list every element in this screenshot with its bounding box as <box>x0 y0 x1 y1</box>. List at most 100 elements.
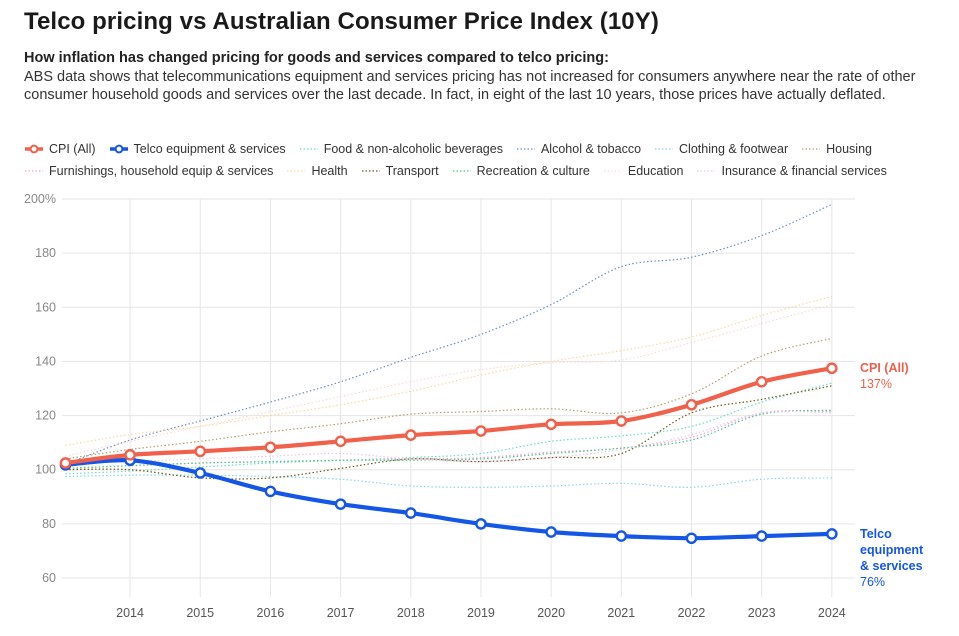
legend-item-food-and-non-alcoholic-beverages[interactable]: Food & non-alcoholic beverages <box>299 142 503 156</box>
legend-item-recreation-and-culture[interactable]: Recreation & culture <box>452 164 590 178</box>
legend-item-cpi-all[interactable]: CPI (All) <box>24 142 96 156</box>
point-telco-equipment-and-services-11 <box>826 528 838 540</box>
legend-item-housing[interactable]: Housing <box>801 142 872 156</box>
point-cpi-all-4 <box>334 435 347 448</box>
y-tick-label-100: 100 <box>35 463 56 477</box>
x-tick-label-2023: 2023 <box>748 606 776 620</box>
legend-item-furnishings-household-equip-and-services[interactable]: Furnishings, household equip & services <box>24 164 273 178</box>
legend-item-clothing-and-footwear[interactable]: Clothing & footwear <box>654 142 788 156</box>
point-cpi-all-1 <box>124 449 136 461</box>
point-telco-equipment-and-services-9 <box>685 532 698 545</box>
legend-item-insurance-and-financial-services[interactable]: Insurance & financial services <box>696 164 887 178</box>
series-line-recreation-and-culture <box>65 409 832 469</box>
legend-swatch-transport <box>361 170 380 172</box>
legend-swatch-furnishings-household-equip-and-services <box>25 170 43 172</box>
x-tick-label-2024: 2024 <box>818 606 846 620</box>
series-line-education <box>65 304 832 457</box>
y-tick-label-80: 80 <box>42 517 56 531</box>
point-cpi-all-0 <box>59 457 72 469</box>
y-tick-label-200: 200% <box>24 192 56 206</box>
gridlines: 60 80 100 120 140 160 180 200% 2014 2015 2016 2017 2… <box>24 192 855 620</box>
legend-row-1: CPI (All) Telco equipment & services Food … <box>24 138 944 160</box>
y-tick-label-160: 160 <box>35 300 56 314</box>
legend-swatch-recreation-and-culture <box>452 170 471 172</box>
point-cpi-all-6 <box>475 425 487 437</box>
series-line-cpi-all <box>65 366 833 466</box>
x-tick-label-2015: 2015 <box>186 606 214 620</box>
legend-label-telco-equipment-and-services: Telco equipment & services <box>133 142 286 156</box>
end-label-cpi-all: CPI (All) 137% <box>860 361 909 391</box>
y-tick-label-180: 180 <box>35 246 56 260</box>
point-telco-equipment-and-services-10 <box>755 530 768 542</box>
y-tick-label-140: 140 <box>35 354 56 368</box>
point-cpi-all-9 <box>685 398 698 411</box>
legend-swatch-telco-equipment-and-services <box>109 144 128 154</box>
legend-label-clothing-and-footwear: Clothing & footwear <box>679 142 789 156</box>
point-cpi-all-5 <box>404 429 417 441</box>
series-line-clothing-and-footwear <box>65 474 832 488</box>
x-tick-label-2021: 2021 <box>607 606 635 620</box>
legend-swatch-education <box>603 170 622 172</box>
legend-label-health: Health <box>311 164 348 178</box>
legend-swatch-clothing-and-footwear <box>655 148 674 150</box>
x-tick-label-2018: 2018 <box>397 606 425 620</box>
chart-subtitle: ABS data shows that telecommunications e… <box>24 69 916 103</box>
legend-item-health[interactable]: Health <box>286 164 348 178</box>
legend-swatch-health <box>287 170 306 172</box>
series-line-telco-equipment-and-services <box>65 457 832 541</box>
point-cpi-all-2 <box>194 445 207 458</box>
end-label-name-telco-equipment-and-services-0: Telco <box>860 527 892 541</box>
legend-label-alcohol-and-tobacco: Alcohol & tobacco <box>540 142 642 156</box>
legend-item-alcohol-and-tobacco[interactable]: Alcohol & tobacco <box>516 142 641 156</box>
series-cpi-all <box>59 362 838 469</box>
legend-item-telco-equipment-and-services[interactable]: Telco equipment & services <box>109 142 286 156</box>
chart-legend: CPI (All) Telco equipment & services Food … <box>24 138 944 182</box>
legend-swatch-food-and-non-alcoholic-beverages <box>299 148 318 150</box>
end-label-value-cpi-all: 137% <box>860 377 892 391</box>
point-cpi-all-11 <box>826 362 838 375</box>
legend-row-2: Furnishings, household equip & services H… <box>24 160 944 182</box>
legend-label-education: Education <box>627 164 684 178</box>
legend-swatch-alcohol-and-tobacco <box>516 148 535 150</box>
point-cpi-all-7 <box>545 418 557 431</box>
legend-label-insurance-and-financial-services: Insurance & financial services <box>721 164 887 178</box>
point-telco-equipment-and-services-6 <box>475 518 487 530</box>
series-line-insurance-and-financial-services <box>65 410 832 465</box>
end-label-name-cpi-all-0: CPI (All) <box>860 361 909 375</box>
chart-subtitle-heading: How inflation has changed pricing for go… <box>24 50 609 66</box>
point-telco-equipment-and-services-7 <box>545 526 557 538</box>
series-line-transport <box>65 385 832 480</box>
series-line-health <box>65 295 832 446</box>
legend-label-cpi-all: CPI (All) <box>49 142 96 156</box>
x-tick-label-2019: 2019 <box>467 606 495 620</box>
x-tick-label-2016: 2016 <box>257 606 285 620</box>
x-tick-label-2020: 2020 <box>537 606 565 620</box>
x-tick-label-2014: 2014 <box>116 606 144 620</box>
legend-label-food-and-non-alcoholic-beverages: Food & non-alcoholic beverages <box>323 142 503 156</box>
legend-swatch-cpi-all <box>25 144 43 154</box>
point-cpi-all-8 <box>615 415 628 427</box>
legend-item-transport[interactable]: Transport <box>361 164 439 178</box>
point-cpi-all-10 <box>755 375 768 388</box>
legend-label-furnishings-household-equip-and-services: Furnishings, household equip & services <box>49 164 274 178</box>
y-tick-label-60: 60 <box>42 571 56 585</box>
end-label-value-telco-equipment-and-services: 76% <box>860 575 885 589</box>
legend-item-education[interactable]: Education <box>603 164 684 178</box>
legend-swatch-insurance-and-financial-services <box>697 170 716 172</box>
series-line-alcohol-and-tobacco <box>65 203 833 465</box>
legend-label-housing: Housing <box>826 142 872 156</box>
point-cpi-all-3 <box>264 441 277 454</box>
point-telco-equipment-and-services-3 <box>264 485 277 498</box>
y-tick-label-120: 120 <box>35 409 56 423</box>
x-tick-label-2017: 2017 <box>327 606 355 620</box>
point-telco-equipment-and-services-2 <box>194 467 207 479</box>
end-label-name-telco-equipment-and-services-1: equipment <box>860 543 924 557</box>
legend-label-transport: Transport <box>385 164 439 178</box>
point-telco-equipment-and-services-8 <box>615 530 628 542</box>
chart-title: Telco pricing vs Australian Consumer Pri… <box>24 8 659 35</box>
x-tick-label-2022: 2022 <box>678 606 706 620</box>
series-telco-equipment-and-services <box>59 454 838 545</box>
legend-swatch-housing <box>802 148 821 150</box>
point-telco-equipment-and-services-4 <box>334 498 347 510</box>
